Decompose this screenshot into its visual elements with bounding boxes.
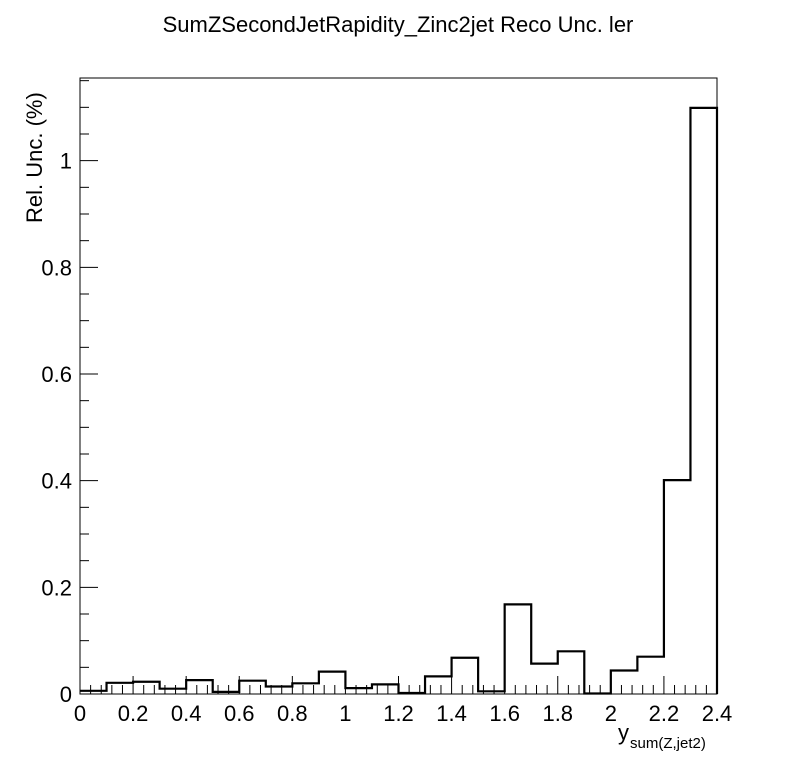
histogram-bin [319,672,346,694]
histogram-bin [664,480,691,694]
x-axis-label: ysum(Z,jet2) [618,720,706,752]
histogram-bin [107,683,134,694]
x-tick-label: 1.2 [383,701,414,726]
histogram-series-line [80,106,719,695]
y-tick-label: 1 [60,149,72,174]
plot-frame [79,77,718,695]
x-tick-label: 0.6 [224,701,255,726]
histogram-bin [372,684,399,694]
histogram-bin [186,680,213,694]
x-axis-label-main: y [618,720,629,745]
histogram-bins [80,108,717,694]
x-tick-label: 2.4 [702,701,733,726]
histogram-bin [505,604,532,694]
x-tick-label: 1.4 [436,701,467,726]
x-tick-label: 2.2 [649,701,680,726]
y-axis-label: Rel. Unc. (%) [22,92,47,223]
y-tick-label: 0.6 [41,362,72,387]
chart-title: SumZSecondJetRapidity_Zinc2jet Reco Unc.… [162,12,634,37]
histogram-bin [637,657,664,694]
x-tick-label: 0.4 [171,701,202,726]
y-tick-label: 0.2 [41,575,72,600]
histogram-bin [266,687,293,694]
histogram-bin [425,676,452,694]
histogram-bin [292,683,319,694]
x-tick-label: 0 [74,701,86,726]
y-tick-label: 0.4 [41,469,72,494]
y-axis-ticks [80,80,98,695]
histogram-bin [239,681,266,694]
x-tick-label: 1.6 [489,701,520,726]
histogram-bin [531,664,558,694]
x-axis-label-subscript: sum(Z,jet2) [630,735,706,752]
x-tick-label: 1 [339,701,351,726]
histogram-bin [558,651,585,694]
histogram-bin [452,658,479,694]
histogram-bin [133,682,160,694]
x-tick-labels: 0 0.2 0.4 0.6 0.8 1 1.2 1.4 1.6 1.8 2 2.2 2.4 [74,701,732,726]
histogram-bin [690,108,717,694]
x-tick-label: 2 [605,701,617,726]
y-tick-label: 0.8 [41,255,72,280]
x-tick-label: 0.2 [118,701,149,726]
x-tick-label: 0.8 [277,701,308,726]
y-tick-labels: 0 0.2 0.4 0.6 0.8 1 [41,149,72,707]
x-tick-label: 1.8 [542,701,573,726]
histogram-bin [611,671,638,694]
y-tick-label: 0 [60,682,72,707]
